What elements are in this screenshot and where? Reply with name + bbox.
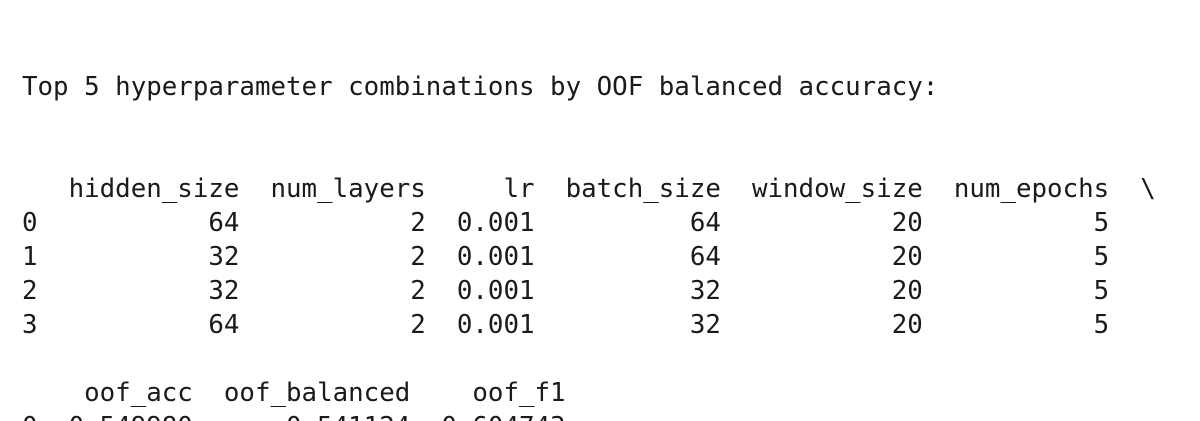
cell: 2 — [410, 208, 426, 238]
cell: 0.541124 — [286, 412, 410, 421]
cell: 32 — [689, 310, 721, 340]
cell: 0.001 — [456, 208, 535, 238]
column-header: oof_balanced — [223, 378, 411, 408]
cell: 2 — [410, 276, 426, 306]
column-header: oof_f1 — [472, 378, 566, 408]
column-header: window_size — [751, 174, 923, 204]
row-index: 1 — [22, 242, 38, 272]
data-row: 3 64 2 0.001 32 20 5 — [22, 308, 1156, 342]
cell: 2 — [410, 310, 426, 340]
column-header: num_epochs — [953, 174, 1110, 204]
cell: 32 — [208, 242, 240, 272]
cell: 20 — [891, 276, 923, 306]
cell: 64 — [208, 208, 240, 238]
cell: 0.001 — [456, 242, 535, 272]
row-index: 0 — [22, 208, 38, 238]
data-row: 0 0.549980 0.541124 0.604743 — [22, 410, 1156, 421]
blank-line — [22, 342, 1156, 376]
cell: 5 — [1093, 310, 1110, 340]
cell: 20 — [891, 242, 923, 272]
cell: 5 — [1093, 276, 1110, 306]
column-header: hidden_size — [68, 174, 240, 204]
header-row: oof_acc oof_balanced oof_f1 — [22, 376, 1156, 410]
data-row: 2 32 2 0.001 32 20 5 — [22, 274, 1156, 308]
cell: 64 — [208, 310, 240, 340]
cell: 32 — [689, 276, 721, 306]
cell: 0.604743 — [441, 412, 565, 421]
cell: 5 — [1093, 208, 1110, 238]
column-header: lr — [503, 174, 535, 204]
cell: 20 — [891, 208, 923, 238]
header-row: hidden_size num_layers lr batch_size win… — [22, 172, 1156, 206]
cell: 20 — [891, 310, 923, 340]
data-row: 1 32 2 0.001 64 20 5 — [22, 240, 1156, 274]
cell: 0.549980 — [69, 412, 193, 421]
data-row: 0 64 2 0.001 64 20 5 — [22, 206, 1156, 240]
cell: 5 — [1093, 242, 1110, 272]
output-text: Top 5 hyperparameter combinations by OOF… — [22, 2, 1156, 421]
cell: 0.001 — [456, 276, 535, 306]
column-header: num_layers — [270, 174, 426, 204]
row-index: 2 — [22, 276, 38, 306]
title: Top 5 hyperparameter combinations by OOF… — [22, 72, 939, 102]
row-index: 0 — [22, 412, 38, 421]
column-header: oof_acc — [84, 378, 193, 408]
row-index: 3 — [22, 310, 38, 340]
cell: 64 — [689, 208, 721, 238]
column-header: batch_size — [565, 174, 721, 204]
cell: 32 — [208, 276, 240, 306]
cell: 2 — [410, 242, 426, 272]
cell: 64 — [689, 242, 721, 272]
cell: 0.001 — [456, 310, 535, 340]
continuation-mark: \ — [1140, 174, 1156, 204]
